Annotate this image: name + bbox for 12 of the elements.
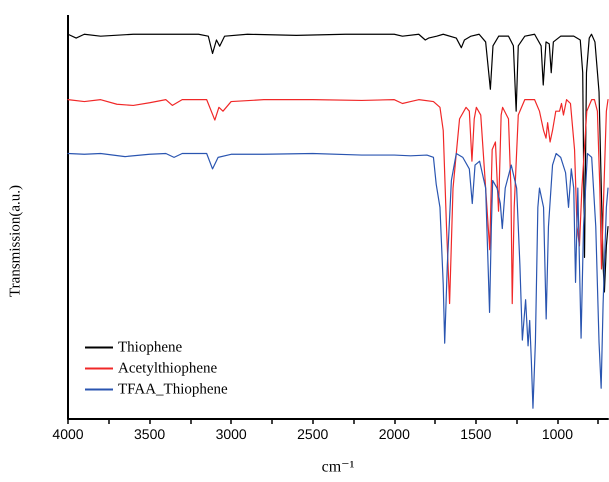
legend-label: Acetylthiophene [118,360,218,376]
x-tick-label: 1500 [460,426,492,442]
x-tick-label: 2500 [297,426,328,442]
x-tick-label: 4000 [52,426,84,442]
x-tick-label: 3000 [216,426,247,442]
y-axis-title: Transmission(a.u.) [8,185,24,297]
x-tick-label: 3500 [134,426,166,442]
x-axis-title: cm⁻¹ [322,458,355,476]
legend-label: Thiophene [118,340,182,356]
x-tick-label: 1000 [542,426,574,442]
legend-label: TFAA_Thiophene [118,382,228,398]
x-tick-label: 2000 [378,426,410,442]
